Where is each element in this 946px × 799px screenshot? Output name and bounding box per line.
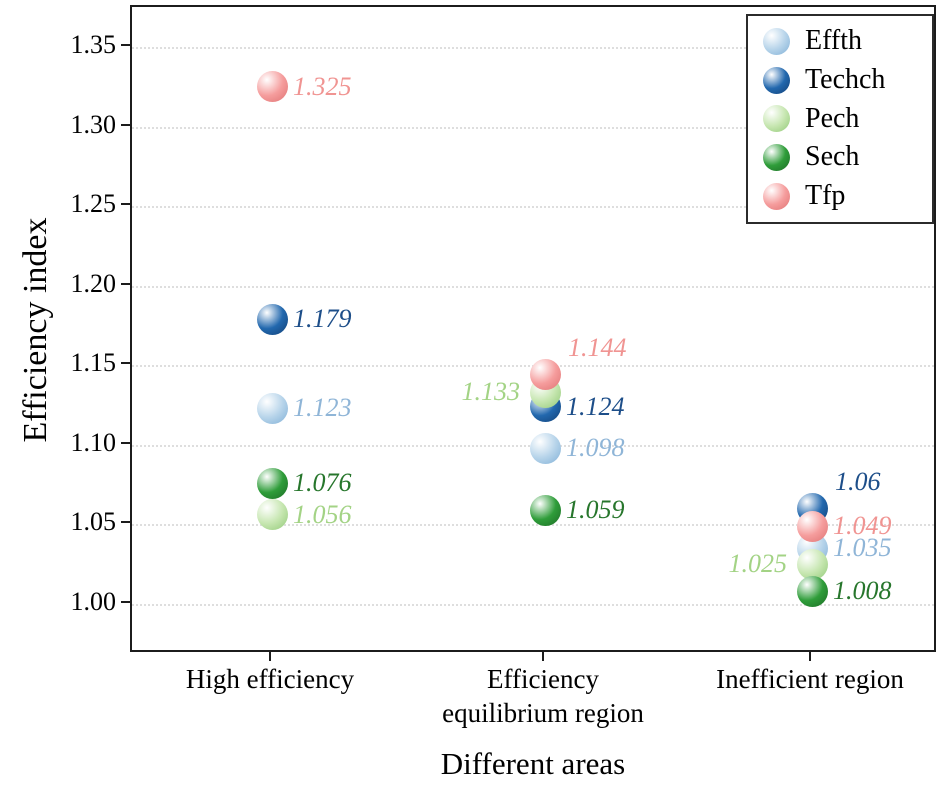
x-tick-mark-2	[809, 652, 811, 661]
y-tick-label-1.10: 1.10	[70, 427, 117, 457]
data-point-effth-1	[529, 432, 561, 464]
legend-marker-tfp-icon	[763, 183, 790, 211]
data-label-techch-2: 1.06	[835, 466, 881, 496]
legend-marker-sech-icon	[763, 144, 790, 172]
data-point-sech-0	[256, 467, 288, 499]
legend-entry-sech: Sech	[748, 142, 932, 173]
data-label-pech-2: 1.025	[728, 549, 788, 579]
y-tick-mark-1.20	[121, 282, 130, 285]
x-axis-title: Different areas	[440, 746, 626, 781]
data-label-techch-0: 1.179	[293, 304, 352, 334]
x-category-label-0: High efficiency	[185, 664, 355, 694]
y-tick-mark-1.15	[121, 362, 130, 365]
data-point-techch-0	[256, 303, 288, 335]
y-tick-mark-1.10	[121, 441, 130, 444]
legend-label-effth: Effth	[805, 25, 863, 56]
gridline-1.30	[132, 126, 934, 129]
legend-marker-pech-icon	[763, 105, 790, 133]
data-point-tfp-2	[796, 510, 828, 542]
data-label-pech-1: 1.133	[461, 377, 521, 407]
gridline-1.35	[132, 47, 934, 49]
gridline-1.05	[132, 524, 934, 527]
y-tick-mark-1.30	[121, 123, 130, 126]
y-tick-mark-1.05	[121, 521, 130, 524]
data-label-effth-0: 1.123	[293, 393, 352, 423]
gridline-1.00	[132, 604, 934, 606]
y-tick-label-1.00: 1.00	[70, 587, 117, 616]
y-axis-title: Efficiency index	[17, 217, 54, 443]
data-point-sech-2	[796, 575, 828, 607]
y-tick-label-1.20: 1.20	[70, 268, 117, 298]
data-label-effth-2: 1.035	[833, 533, 892, 563]
legend-entry-effth: Effth	[748, 25, 932, 57]
legend-label-techch: Techch	[805, 63, 886, 95]
data-label-tfp-2: 1.049	[833, 511, 892, 541]
legend-entry-tfp: Tfp	[748, 180, 932, 212]
y-tick-label-1.15: 1.15	[70, 348, 117, 378]
legend-marker-techch-icon	[763, 66, 790, 94]
data-label-tfp-0: 1.325	[293, 71, 352, 101]
legend-label-tfp: Tfp	[805, 180, 846, 212]
data-point-tfp-1	[529, 359, 561, 391]
data-label-pech-0: 1.056	[293, 499, 352, 529]
data-label-sech-1: 1.059	[566, 495, 625, 525]
data-label-sech-0: 1.076	[293, 468, 352, 498]
data-point-effth-0	[256, 392, 288, 424]
legend-label-sech: Sech	[805, 141, 860, 173]
data-label-techch-1: 1.124	[566, 391, 625, 421]
y-tick-mark-1.35	[121, 44, 130, 46]
legend-label-pech: Pech	[805, 102, 860, 134]
data-point-pech-0	[256, 499, 288, 531]
data-point-tfp-0	[256, 71, 288, 103]
y-tick-mark-1.25	[121, 203, 130, 206]
legend-entry-techch: Techch	[748, 63, 932, 96]
x-tick-mark-0	[269, 652, 271, 661]
data-point-pech-2	[796, 548, 828, 580]
data-label-effth-1: 1.098	[566, 433, 625, 463]
y-tick-label-1.35: 1.35	[70, 30, 117, 59]
y-tick-mark-1.00	[121, 601, 130, 603]
legend-entry-pech: Pech	[748, 102, 932, 135]
x-category-label-1: Efficiency equilibrium region	[442, 664, 644, 728]
x-tick-mark-1	[542, 652, 544, 661]
x-category-label-2: Inefficient region	[716, 664, 904, 694]
y-tick-label-1.30: 1.30	[70, 109, 117, 139]
y-tick-label-1.25: 1.25	[70, 189, 117, 219]
data-label-tfp-1: 1.144	[568, 332, 627, 362]
data-point-sech-1	[529, 494, 561, 526]
data-label-sech-2: 1.008	[833, 576, 892, 606]
gridline-1.25	[132, 206, 934, 209]
y-tick-label-1.05: 1.05	[70, 507, 117, 537]
legend: Effth Techch Pech Sech Tfp	[746, 14, 934, 224]
gridline-1.20	[132, 285, 934, 288]
legend-marker-effth-icon	[763, 27, 790, 55]
